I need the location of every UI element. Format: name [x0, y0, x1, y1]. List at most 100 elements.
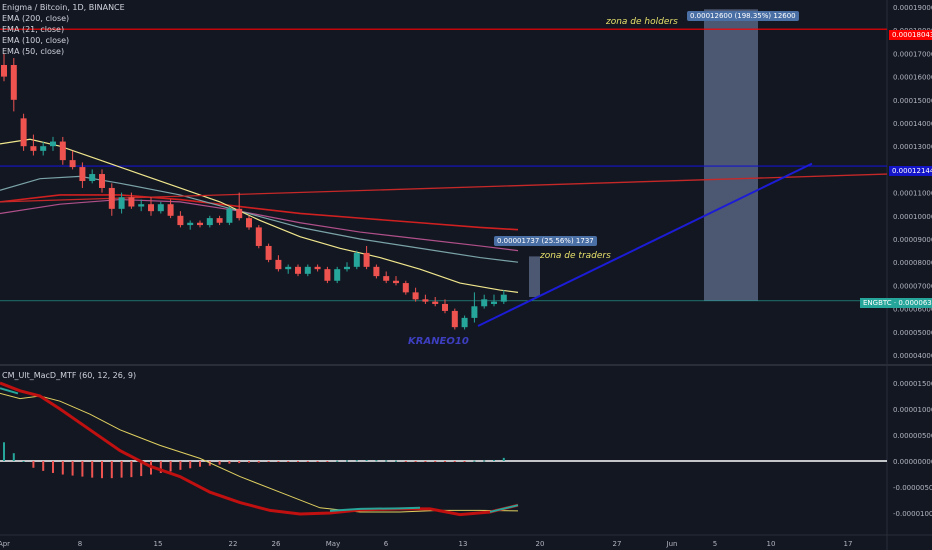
macd-histogram-bar	[453, 461, 456, 462]
traders-measure-tag[interactable]: 0.00001737 (25.56%) 1737	[494, 236, 597, 246]
macd-histogram-bar	[375, 460, 378, 462]
macd-histogram-bar	[414, 461, 417, 462]
macd-line-up-segment	[0, 387, 19, 395]
current-symbol: ENGBTC	[863, 299, 892, 307]
macd-histogram-bar	[257, 461, 260, 463]
macd-histogram-bar	[101, 461, 103, 479]
price-tick-label: 0.00009000	[893, 236, 932, 244]
macd-histogram-bar	[3, 442, 5, 461]
candle-body	[1, 65, 7, 77]
candle-body	[40, 146, 47, 151]
candle-body	[59, 141, 66, 161]
candle-body	[206, 218, 213, 226]
candle-body	[50, 141, 56, 147]
price-tick-label: 0.00010000	[893, 213, 932, 221]
price-tick-label: 0.00015000	[893, 97, 932, 105]
macd-tick-label: 0.00000000	[893, 458, 932, 466]
candle-body	[30, 146, 37, 151]
macd-histogram-bar	[42, 461, 45, 471]
macd-histogram-bar	[169, 461, 172, 472]
time-tick-label: 22	[229, 540, 238, 548]
macd-signal-line	[0, 392, 519, 513]
macd-histogram-bar	[493, 459, 495, 461]
time-tick-label: 17	[844, 540, 853, 548]
macd-histogram-bar	[306, 461, 309, 462]
candle-body	[402, 283, 409, 293]
candle-body	[383, 276, 390, 281]
candle-body	[334, 269, 341, 281]
candle-body	[491, 301, 497, 304]
ema-21-line	[0, 138, 519, 293]
macd-histogram-bar	[424, 461, 427, 462]
price-tick-label: 0.00017000	[893, 50, 932, 58]
candle-body	[69, 160, 76, 168]
macd-line-up-segment	[329, 506, 421, 512]
ema-200-line	[0, 194, 519, 231]
macd-histogram-bar	[267, 461, 270, 463]
red-line-price-tag: 0.00018043	[889, 30, 932, 40]
author-watermark: KRANEO10	[408, 336, 469, 347]
current-price-tag: ENGBTC · 0.00006335	[860, 298, 932, 308]
holders-measure-tag[interactable]: 0.00012600 (198.35%) 12600	[687, 11, 799, 21]
macd-histogram-bar	[326, 461, 329, 462]
candle-body	[285, 266, 292, 270]
price-tick-label: 0.00016000	[893, 74, 932, 82]
candle-body	[481, 299, 488, 307]
macd-histogram-bar	[81, 461, 84, 477]
ema-50-label: EMA (50, close)	[2, 47, 65, 56]
candle-body	[471, 306, 478, 318]
macd-tick-label: 0.00001000	[893, 406, 932, 414]
price-tick-label: 0.00014000	[893, 120, 932, 128]
time-tick-label: 5	[713, 540, 717, 548]
macd-line-up-segment	[489, 504, 519, 513]
candle-body	[197, 222, 203, 226]
macd-histogram-bar	[316, 461, 319, 462]
traders-zone	[529, 256, 540, 297]
macd-histogram-bar	[395, 460, 397, 462]
ema-100-line	[0, 198, 519, 252]
ema-200-label: EMA (200, close)	[2, 14, 70, 23]
time-tick-label: 20	[536, 540, 545, 548]
macd-histogram-bar	[238, 461, 241, 464]
price-tick-label: 0.00013000	[893, 143, 932, 151]
candle-body	[226, 208, 233, 223]
candle-body	[177, 215, 184, 226]
macd-histogram-bar	[297, 461, 299, 463]
macd-histogram-bar	[159, 461, 162, 473]
macd-histogram-bar	[32, 461, 35, 468]
macd-histogram-bar	[277, 461, 280, 463]
candle-body	[432, 301, 439, 304]
candle-body	[442, 303, 448, 311]
candle-body	[167, 204, 174, 216]
candle-body	[353, 252, 360, 267]
traders-zone-label: zona de traders	[540, 251, 611, 261]
candle-body	[157, 204, 164, 212]
ema-100-label: EMA (100, close)	[2, 36, 70, 45]
candle-body	[255, 227, 262, 246]
macd-tick-label: 0.00001500	[893, 380, 932, 388]
macd-histogram-bar	[483, 460, 486, 462]
indicator-title: CM_Ult_MacD_MTF (60, 12, 26, 9)	[2, 371, 137, 380]
candle-body	[275, 259, 282, 270]
time-tick-label: 15	[154, 540, 163, 548]
candle-body	[314, 266, 321, 270]
macd-histogram-bar	[189, 461, 192, 469]
red-trendline	[0, 173, 888, 203]
macd-histogram-bar	[61, 461, 64, 475]
candle-body	[324, 269, 331, 281]
candle-body	[216, 218, 223, 223]
macd-histogram-bar	[218, 461, 221, 465]
time-tick-label: 6	[384, 540, 389, 548]
candle-body	[344, 266, 350, 270]
macd-histogram-bar	[287, 461, 290, 463]
candle-body	[10, 65, 17, 100]
time-tick-label: 10	[767, 540, 776, 548]
macd-histogram-bar	[385, 460, 388, 462]
chart-legend: Enigma / Bitcoin, 1D, BINANCE EMA (200, …	[2, 2, 125, 57]
time-tick-label: May	[326, 540, 340, 548]
candle-body	[412, 292, 419, 300]
candle-body	[422, 299, 429, 302]
macd-histogram-bar	[365, 459, 368, 461]
